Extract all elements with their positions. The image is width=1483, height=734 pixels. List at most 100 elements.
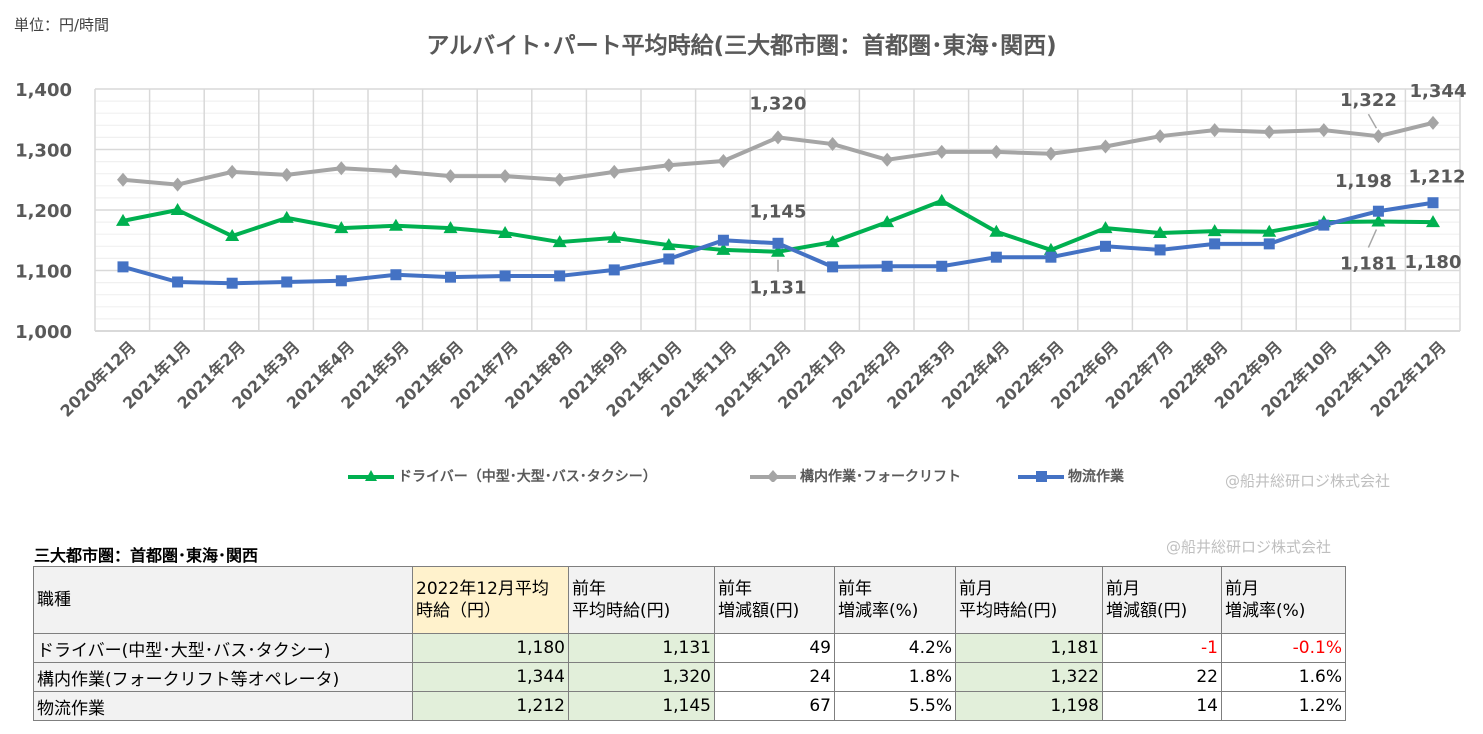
watermark: @船井総研ロジ株式会社 [1225,472,1391,490]
data-point-square [172,276,184,288]
data-point-triangle [880,215,895,228]
data-label: 1,131 [750,278,807,299]
data-point-diamond [117,172,129,187]
value-cell: 1,145 [568,691,715,721]
data-point-square [554,270,566,282]
legend-marker-triangle-icon [348,470,394,481]
table-row: ドライバー(中型･大型･バス･タクシー) 1,180 1,131 49 4.2% 1,18… [33,633,1346,663]
watermark: @船井総研ロジ株式会社 [1166,538,1332,556]
value-cell: 1,344 [412,662,569,692]
table-title: 三大都市圏：首都圏･東海･関西 [34,546,259,565]
data-point-square [936,260,948,272]
data-point-diamond [935,144,948,159]
data-label: 1,322 [1340,90,1397,111]
data-point-diamond [1044,146,1057,161]
data-point-diamond [1317,123,1330,138]
y-tick-label: 1,400 [15,80,72,101]
data-point-triangle [388,218,403,231]
data-point-diamond [662,158,675,173]
data-point-square [827,261,839,273]
data-point-triangle [1371,214,1386,227]
data-point-triangle [498,225,513,238]
data-point-triangle [661,238,676,251]
data-point-square [281,276,293,288]
column-header: 前月 増減率(%) [1221,566,1346,634]
column-header: 前年 平均時給(円) [568,566,715,634]
data-point-triangle [771,244,785,257]
wage-table: 職種 2022年12月平均 時給（円） 前年 平均時給(円) 前年 増減額(円) 前年 増減率(… [33,566,1346,721]
data-point-square [1263,238,1275,250]
data-point-triangle [1262,224,1277,237]
legend-item-driver: ドライバー（中型･大型･バス･タクシー） [348,466,657,486]
value-cell: 24 [714,662,835,692]
data-point-square [881,260,893,272]
value-cell: 1,212 [412,691,569,721]
value-cell: 1,180 [412,633,569,663]
value-cell: 14 [1102,691,1222,721]
data-label: 1,320 [750,93,807,114]
data-point-diamond [826,137,839,152]
data-point-square [772,237,784,249]
data-point-triangle [607,230,622,243]
legend-label: ドライバー（中型･大型･バス･タクシー） [398,469,657,485]
column-header: 職種 [33,566,413,634]
data-point-square [1154,244,1166,256]
data-label-leader [1367,229,1378,248]
data-point-triangle [225,229,240,242]
data-point-diamond [1154,129,1167,144]
job-type-cell: ドライバー(中型･大型･バス･タクシー) [33,633,413,663]
data-point-triangle [116,213,130,226]
data-point-triangle [552,235,567,248]
data-point-square [1045,251,1057,263]
data-point-triangle [934,193,949,206]
value-cell: 67 [714,691,835,721]
data-point-diamond [608,164,621,179]
data-label: 1,212 [1409,167,1466,188]
chart-title: アルバイト･パート平均時給(三大都市圏：首都圏･東海･関西) [426,33,1057,59]
data-point-square [499,270,511,282]
data-point-square [1209,238,1221,250]
data-point-triangle [443,221,458,234]
data-point-triangle [989,224,1004,237]
legend-label: 物流作業 [1068,469,1124,485]
column-header-text: 2022年12月平均 [416,579,549,599]
data-label: 1,344 [1410,81,1467,102]
data-point-diamond [990,144,1003,159]
value-cell: 22 [1102,662,1222,692]
value-cell: 49 [714,633,835,663]
column-header: 2022年12月平均 時給（円） [412,566,569,634]
data-point-diamond [171,177,184,192]
data-point-square [717,234,729,246]
data-point-square [117,261,129,273]
y-tick-label: 1,300 [15,141,72,162]
table-row: 物流作業 1,212 1,145 67 5.5% 1,198 14 1.2% [33,691,1346,721]
value-cell: 1,181 [955,633,1103,663]
data-point-diamond [1263,124,1276,139]
column-header: 前月 平均時給(円) [955,566,1103,634]
data-point-diamond [335,161,348,176]
legend-label: 構内作業･フォークリフト [800,469,961,485]
data-point-diamond [280,167,293,182]
data-point-square [390,269,402,281]
legend-marker-square-icon [1018,471,1064,482]
value-cell: 1.8% [834,662,956,692]
data-point-triangle [1207,224,1222,237]
data-point-square [226,277,238,289]
data-point-square [1100,240,1111,252]
data-point-square [1318,219,1330,231]
data-point-diamond [553,172,566,187]
data-point-square [1427,197,1439,209]
y-tick-label: 1,000 [15,322,72,343]
data-point-triangle [1426,215,1440,228]
data-point-triangle [279,210,294,223]
data-point-diamond [1372,129,1385,144]
data-point-diamond [772,130,784,145]
column-header-text: 前月 [1225,579,1259,599]
column-header-text: 前年 [572,579,606,599]
value-cell: 1,131 [568,633,715,663]
data-point-triangle [170,203,185,215]
data-label: 1,181 [1340,253,1397,274]
column-header-text: 平均時給(円) [959,601,1058,621]
data-point-diamond [1427,115,1439,130]
data-point-diamond [1208,123,1221,138]
